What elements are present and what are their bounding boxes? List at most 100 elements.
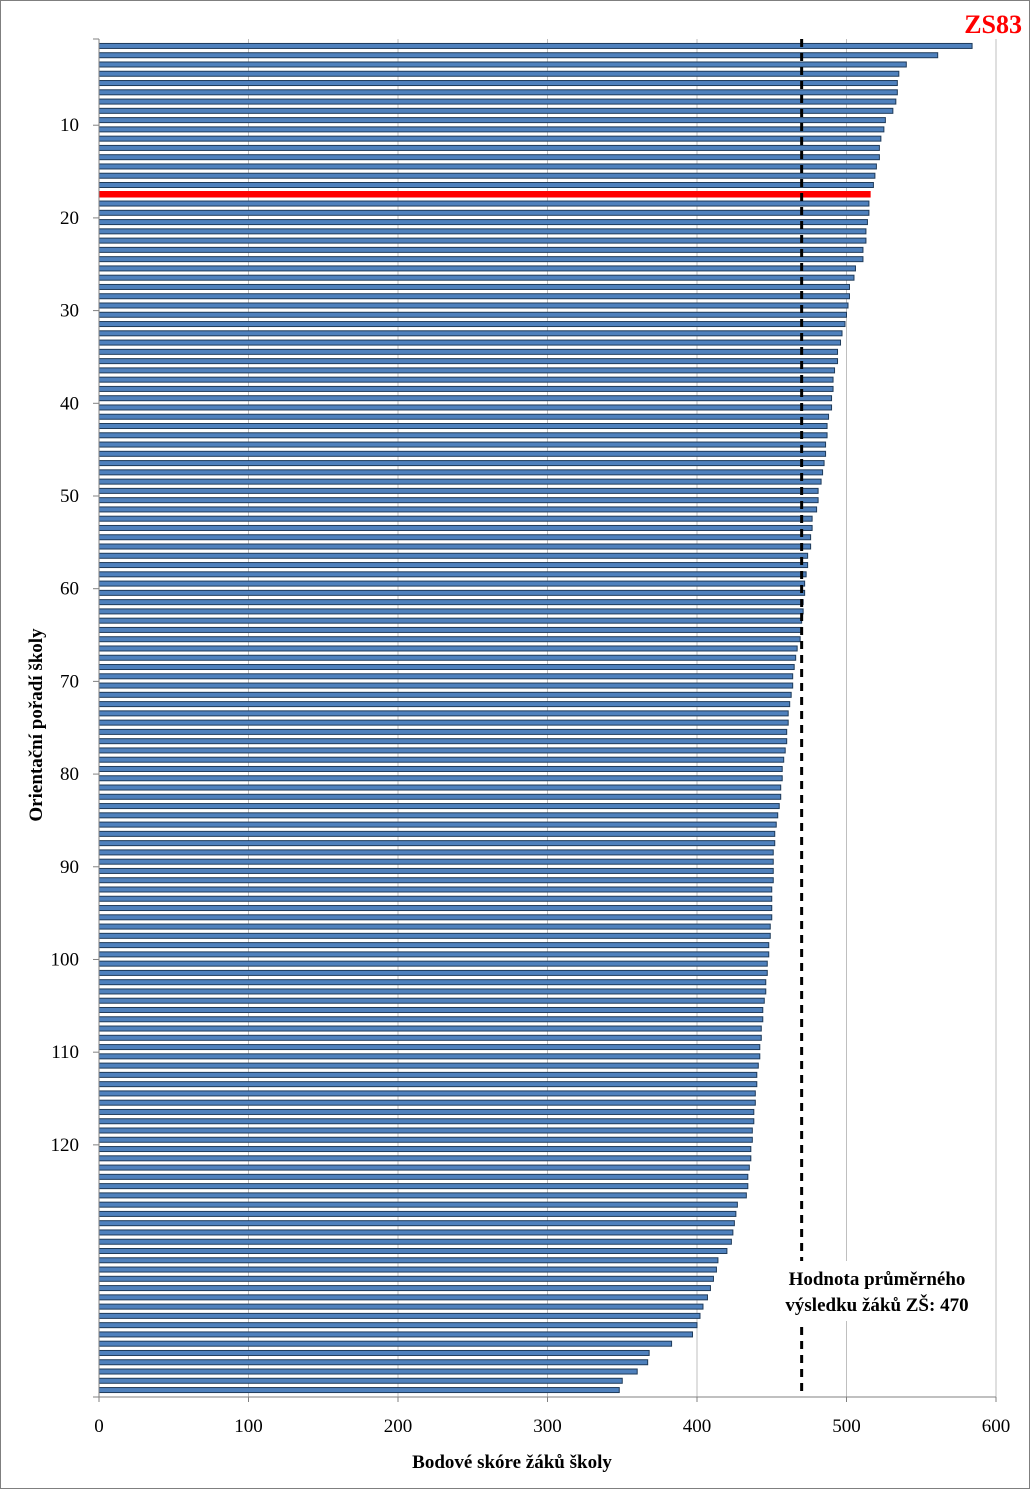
x-tick-label: 100 bbox=[234, 1416, 263, 1437]
y-tick-label: 40 bbox=[60, 393, 79, 414]
bar bbox=[98, 765, 783, 772]
bar bbox=[98, 219, 868, 226]
bar bbox=[98, 1090, 756, 1097]
bar bbox=[98, 98, 897, 105]
bar bbox=[98, 497, 819, 504]
bar bbox=[98, 1006, 764, 1013]
bar bbox=[98, 404, 833, 411]
bar bbox=[98, 580, 806, 587]
bar bbox=[98, 154, 880, 161]
y-tick-label: 50 bbox=[60, 486, 79, 507]
x-tick-label: 300 bbox=[533, 1416, 562, 1437]
bar bbox=[98, 858, 774, 865]
bar bbox=[98, 80, 898, 87]
bar bbox=[98, 339, 842, 346]
bar bbox=[98, 830, 776, 837]
bar bbox=[98, 1238, 732, 1245]
bar bbox=[98, 1136, 753, 1143]
annotation-line: výsledku žáků ZŠ: 470 bbox=[785, 1294, 968, 1316]
bar bbox=[98, 793, 782, 800]
bar bbox=[98, 1034, 762, 1041]
bar bbox=[98, 367, 836, 374]
bar bbox=[98, 1359, 649, 1366]
bar bbox=[98, 552, 809, 559]
bar bbox=[98, 182, 874, 188]
bar bbox=[98, 691, 792, 698]
bar bbox=[98, 1387, 620, 1394]
bar bbox=[98, 1146, 752, 1153]
axes: 0 100 200 300 400 500 600 10 20 30 40 50 60 70 80 90 100… bbox=[51, 38, 1011, 1437]
y-tick-label: 80 bbox=[60, 764, 79, 785]
bar bbox=[98, 1053, 761, 1060]
highlighted-bar bbox=[98, 191, 871, 198]
bar bbox=[98, 506, 818, 513]
bar bbox=[98, 1275, 714, 1282]
bar bbox=[98, 1044, 761, 1051]
bar bbox=[98, 682, 794, 689]
bar bbox=[98, 1164, 750, 1171]
y-axis-title: Orientační pořadí školy bbox=[26, 628, 47, 822]
bar bbox=[98, 979, 767, 986]
bar bbox=[98, 664, 795, 671]
bar bbox=[98, 534, 812, 541]
bar bbox=[98, 237, 867, 244]
bar bbox=[98, 321, 846, 328]
bar bbox=[98, 117, 886, 124]
school-code: ZS83 bbox=[964, 10, 1022, 39]
bar bbox=[98, 571, 807, 578]
bar bbox=[98, 1368, 638, 1375]
bar bbox=[98, 1192, 747, 1199]
bar bbox=[98, 719, 789, 726]
bar bbox=[98, 302, 849, 309]
bar bbox=[98, 1062, 759, 1069]
y-tick-label: 70 bbox=[60, 671, 79, 692]
x-tick-label: 0 bbox=[94, 1416, 104, 1437]
bar bbox=[98, 413, 830, 420]
bar bbox=[98, 626, 803, 633]
bar bbox=[98, 163, 877, 170]
x-tick-label: 600 bbox=[982, 1416, 1011, 1437]
bar bbox=[98, 1294, 708, 1301]
bar bbox=[98, 450, 827, 457]
bar bbox=[98, 200, 870, 207]
bar bbox=[98, 654, 797, 661]
bar bbox=[98, 1081, 758, 1088]
bar bbox=[98, 1118, 755, 1125]
bar bbox=[98, 756, 785, 763]
bar bbox=[98, 1312, 701, 1319]
bar bbox=[98, 1016, 764, 1023]
bar bbox=[98, 293, 850, 300]
bar bbox=[98, 42, 973, 49]
y-tick-label: 60 bbox=[60, 579, 79, 600]
x-tick-label: 500 bbox=[832, 1416, 861, 1437]
y-tick-label: 90 bbox=[60, 857, 79, 878]
bar bbox=[98, 144, 880, 151]
bar bbox=[98, 1173, 749, 1180]
bar bbox=[98, 738, 788, 745]
bar bbox=[98, 1322, 698, 1329]
y-tick-label: 110 bbox=[51, 1042, 79, 1063]
bar bbox=[98, 1108, 755, 1115]
bar bbox=[98, 562, 809, 569]
bar bbox=[98, 1331, 694, 1338]
bar bbox=[98, 710, 789, 717]
bar bbox=[98, 423, 828, 430]
bar bbox=[98, 1071, 758, 1078]
bar bbox=[98, 988, 767, 995]
bar bbox=[98, 376, 834, 383]
bar bbox=[98, 126, 885, 133]
bar bbox=[98, 89, 898, 96]
bar bbox=[98, 478, 822, 485]
bar bbox=[98, 617, 803, 624]
bar bbox=[98, 728, 788, 735]
bar bbox=[98, 784, 782, 791]
annotation-line: Hodnota průměrného bbox=[789, 1269, 966, 1290]
annotation-box bbox=[771, 1261, 983, 1321]
bar bbox=[98, 905, 773, 912]
bar bbox=[98, 599, 804, 606]
bar bbox=[98, 1257, 719, 1264]
bar bbox=[98, 803, 780, 810]
bar bbox=[98, 1099, 756, 1106]
